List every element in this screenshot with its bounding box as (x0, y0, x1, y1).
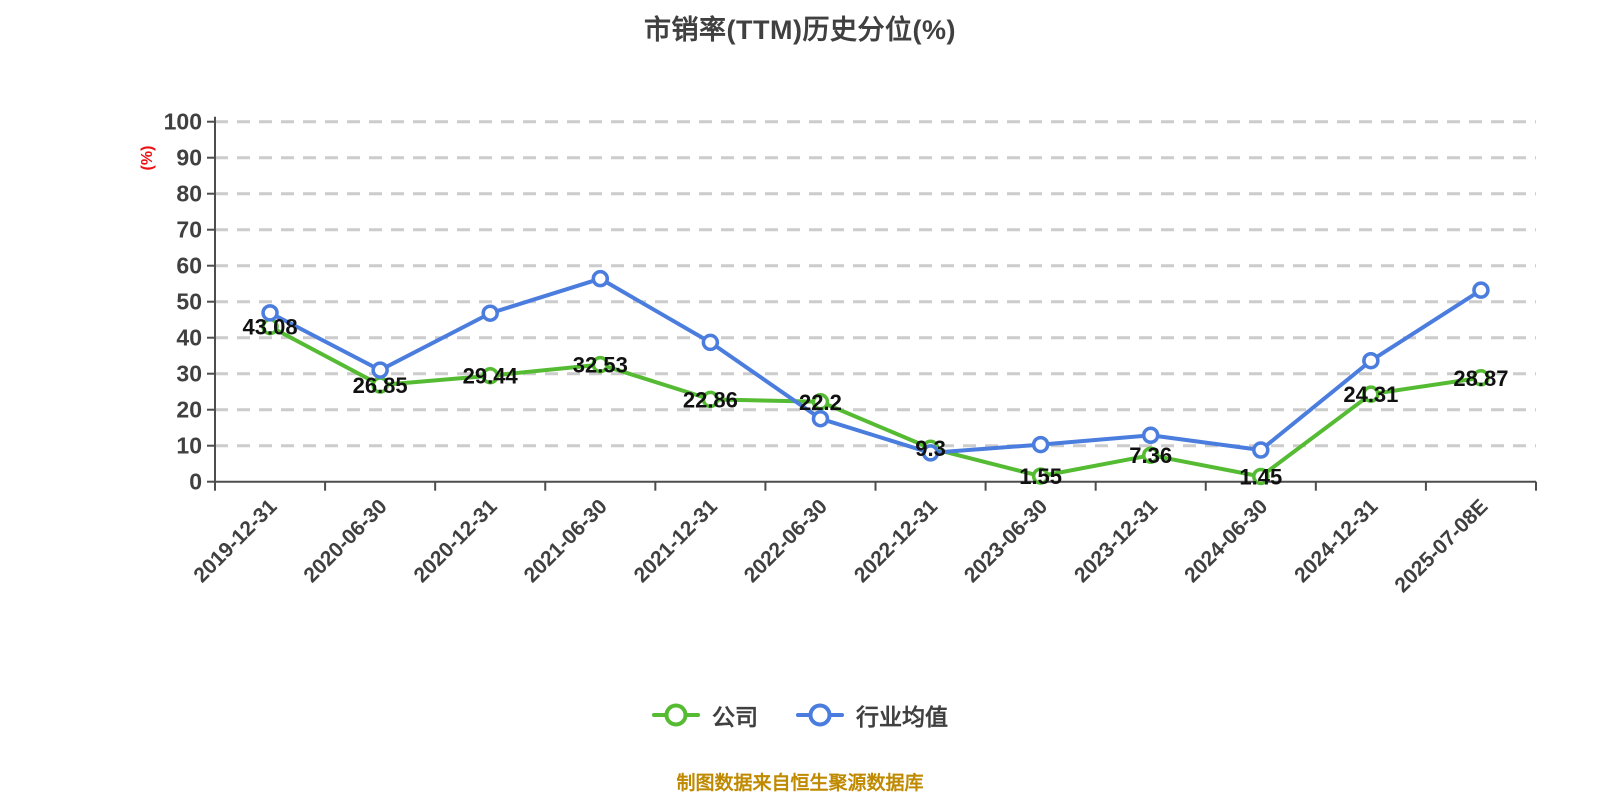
y-axis-label: 50 (176, 289, 202, 315)
data-point-label: 24.31 (1343, 382, 1398, 407)
y-axis-label: 30 (176, 361, 202, 387)
industry-legend-marker-icon (796, 713, 844, 717)
x-axis-label: 2023-06-30 (960, 495, 1052, 587)
x-axis-label: 2019-12-31 (189, 495, 281, 587)
data-point-industry[interactable] (591, 269, 610, 288)
data-source-note: 制图数据来自恒生聚源数据库 (676, 773, 924, 794)
company-legend-marker-icon (652, 713, 700, 717)
series-line-company (268, 324, 1483, 479)
data-point-label: 32.53 (573, 353, 628, 378)
y-axis-label: 70 (176, 217, 202, 243)
data-point-industry[interactable] (1252, 441, 1270, 459)
y-axis-label: 20 (176, 397, 202, 423)
data-point-industry[interactable] (921, 444, 940, 462)
y-axis-label: 10 (176, 433, 202, 459)
y-axis-label: 100 (164, 109, 202, 135)
x-axis-label: 2024-12-31 (1290, 495, 1382, 587)
legend-item-industry[interactable]: 行业均值 (796, 698, 948, 732)
data-point-company[interactable] (591, 355, 610, 374)
data-point-industry[interactable] (1031, 435, 1050, 454)
data-point-industry[interactable] (811, 409, 830, 428)
legend-label-company: 公司 (712, 704, 758, 730)
data-point-label: 7.36 (1129, 443, 1172, 468)
x-axis-label: 2020-06-30 (299, 495, 391, 587)
data-point-industry[interactable] (1362, 351, 1380, 370)
data-point-label: 43.08 (243, 315, 298, 340)
x-axis-label: 2020-12-31 (410, 495, 502, 587)
data-point-industry[interactable] (1141, 426, 1160, 445)
chart-legend: 公司 行业均值 (652, 698, 948, 732)
data-point-label: 9.3 (915, 436, 946, 461)
data-point-company[interactable] (1362, 385, 1380, 403)
x-axis-label: 2021-06-30 (520, 495, 612, 587)
series-line-industry (268, 276, 1483, 455)
data-point-company[interactable] (811, 393, 830, 411)
x-axis-label: 2022-12-31 (850, 495, 942, 587)
y-axis-unit-label: (%) (139, 146, 156, 171)
data-point-industry[interactable] (371, 361, 389, 379)
data-point-industry[interactable] (1472, 281, 1490, 299)
y-axis-label: 40 (176, 325, 202, 351)
y-axis-label: 80 (176, 181, 202, 207)
data-point-label: 1.45 (1239, 464, 1282, 489)
data-point-company[interactable] (1141, 446, 1160, 464)
data-point-label: 1.55 (1019, 464, 1062, 489)
data-point-label: 29.44 (463, 364, 519, 389)
data-point-label: 22.2 (799, 390, 842, 415)
data-point-company[interactable] (1031, 467, 1050, 485)
x-axis-label: 2022-06-30 (740, 495, 832, 587)
y-axis-label: 60 (176, 253, 202, 279)
data-point-company[interactable] (481, 366, 499, 385)
data-point-industry[interactable] (701, 333, 720, 352)
data-point-company[interactable] (701, 390, 720, 409)
x-axis-label: 2021-12-31 (630, 495, 722, 587)
chart-title: 市销率(TTM)历史分位(%) (644, 15, 956, 45)
x-axis-label: 2023-12-31 (1070, 495, 1162, 587)
chart-canvas: 0 10 20 30 40 50 60 70 80 90 100 2019-12-31 2020-06-… (139, 109, 1537, 597)
y-axis-label: 90 (176, 145, 202, 171)
x-axis-label: 2025-07-08E (1390, 495, 1492, 597)
x-axis-label: 2024-06-30 (1180, 495, 1272, 587)
data-point-industry[interactable] (261, 304, 279, 322)
data-point-label: 26.85 (353, 373, 408, 398)
legend-label-industry: 行业均值 (856, 704, 948, 730)
data-point-company[interactable] (1252, 467, 1270, 486)
data-point-industry[interactable] (481, 304, 499, 322)
data-point-label: 22.86 (683, 387, 738, 412)
legend-item-company[interactable]: 公司 (652, 698, 758, 732)
y-axis-label: 0 (189, 469, 202, 495)
data-point-label: 28.87 (1453, 366, 1508, 391)
data-point-company[interactable] (1472, 369, 1490, 387)
